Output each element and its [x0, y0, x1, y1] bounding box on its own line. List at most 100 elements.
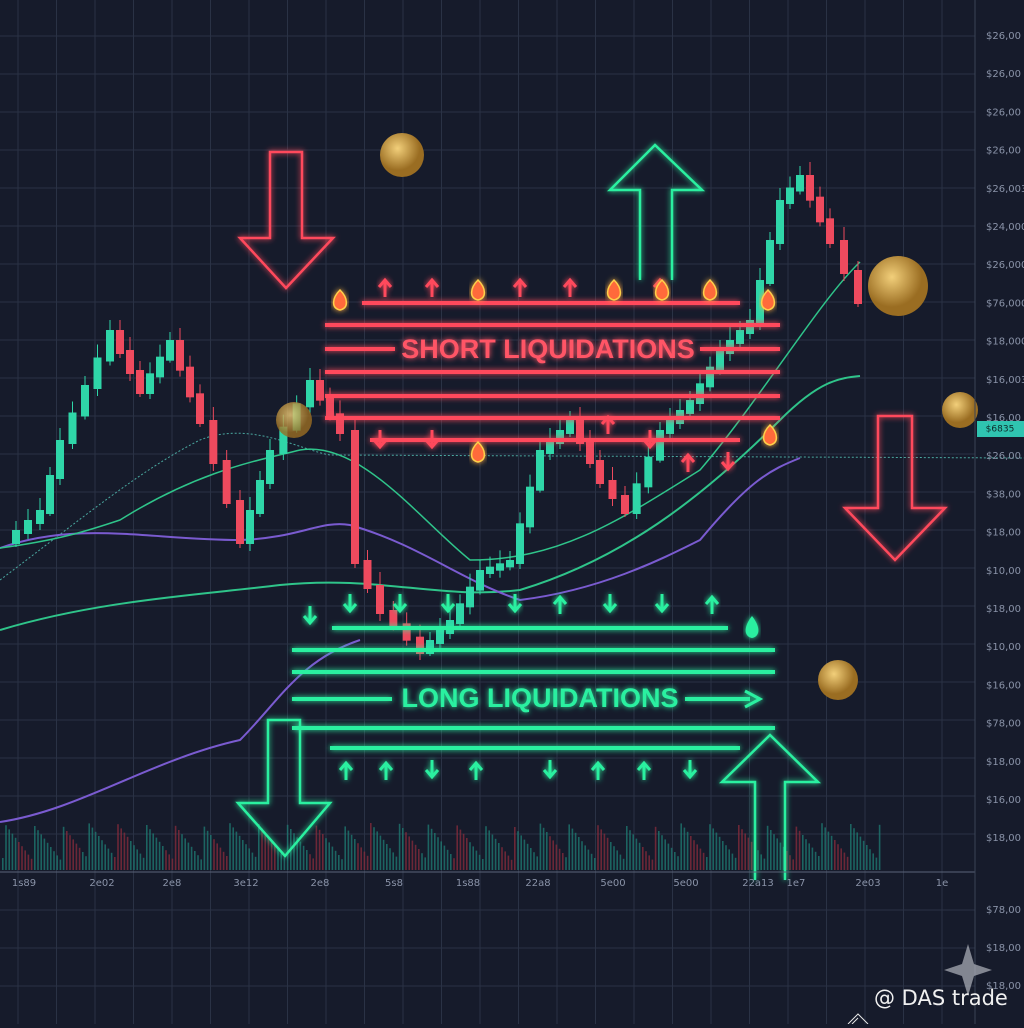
volume-bar	[347, 830, 350, 870]
volume-bar	[581, 841, 583, 870]
volume-bar	[101, 840, 103, 870]
volume-bar	[642, 847, 644, 870]
volume-bar	[370, 823, 372, 870]
volume-bar	[328, 842, 330, 870]
volume-bar	[158, 841, 161, 870]
short-zone: SHORT LIQUIDATIONS	[237, 150, 948, 562]
candle-body	[632, 483, 641, 514]
volume-bar	[862, 840, 865, 870]
volume-bar	[584, 845, 586, 870]
volume-bar	[267, 836, 270, 870]
volume-bar	[626, 826, 628, 870]
volume-bar	[875, 857, 878, 870]
volume-bar	[718, 836, 721, 870]
volume-bar	[827, 831, 830, 870]
candle-body	[436, 630, 444, 644]
volume-bar	[872, 853, 874, 870]
candle-body	[666, 420, 674, 434]
volume-bar	[114, 857, 116, 870]
candle-body	[336, 413, 344, 434]
volume-bar	[318, 829, 321, 870]
long-label: LONG LIQUIDATIONS	[402, 683, 679, 713]
volume-bar	[66, 831, 68, 870]
volume-bar	[274, 845, 276, 870]
volume-bar	[622, 858, 625, 870]
volume-bar	[600, 829, 602, 870]
candle-body	[536, 450, 544, 491]
volume-bar	[184, 838, 186, 870]
volume-bar	[485, 826, 487, 870]
volume-bar	[386, 844, 388, 870]
candle-body	[196, 393, 204, 424]
y-tick-label: $10,00	[986, 566, 1021, 577]
y-tick-label: $24,000	[986, 222, 1024, 233]
volume-bar	[331, 846, 334, 870]
y-tick-label: $18,000	[986, 337, 1024, 348]
volume-bar	[14, 837, 17, 870]
volume-bar	[37, 830, 39, 870]
volume-bar	[30, 858, 33, 870]
candle-body	[136, 370, 144, 394]
candle-body	[236, 500, 244, 544]
y-tick-label: $18,00	[986, 833, 1021, 844]
volume-bar	[552, 840, 554, 870]
small-arrow	[392, 594, 408, 614]
volume-bar	[5, 825, 7, 870]
volume-bar	[133, 845, 135, 870]
candle-body	[186, 366, 194, 398]
x-tick-label: 2e8	[163, 878, 182, 889]
volume-bar	[850, 824, 852, 870]
candle-body	[756, 280, 764, 324]
candle-body	[402, 623, 411, 641]
volume-bar	[222, 851, 225, 870]
y-tick-label: $38,00	[986, 489, 1021, 500]
volume-bar	[453, 858, 455, 870]
candle-body	[46, 475, 54, 514]
volume-bar	[811, 847, 814, 870]
y-tick-label: $18,00	[986, 757, 1021, 768]
volume-bar	[312, 858, 314, 870]
volume-bar	[398, 823, 401, 870]
volume-bar	[203, 826, 206, 870]
right-axis: $26,00 $26,00 $26,00 $26,00 $26,003 $24,000 $2…	[986, 31, 1024, 992]
volume-bar	[286, 824, 289, 870]
candle-body	[426, 640, 434, 654]
volume-bar	[434, 833, 436, 870]
candle-body	[279, 426, 288, 454]
x-tick-label: 22a13	[742, 878, 774, 889]
volume-bar	[178, 830, 180, 870]
candle-body	[363, 560, 372, 589]
volume-bar	[181, 834, 183, 870]
candle-body	[596, 460, 604, 484]
volume-bar	[661, 835, 663, 870]
candle-body	[840, 240, 848, 274]
volume-bar	[146, 825, 148, 870]
volume-bar	[283, 857, 286, 870]
volume-bar	[392, 852, 394, 870]
small-arrow	[562, 277, 578, 297]
candle-body	[776, 200, 784, 244]
volume-bar	[190, 846, 193, 870]
x-tick-label: 22a8	[525, 878, 550, 889]
volume-bar	[750, 841, 753, 870]
volume-bar	[549, 836, 551, 870]
volume-bar	[382, 839, 385, 870]
volume-bar	[853, 828, 855, 870]
volume-bar	[142, 857, 145, 870]
small-arrow	[342, 594, 358, 614]
volume-bar	[363, 851, 366, 870]
x-tick-label: 2e02	[89, 878, 114, 889]
y-tick-label: $16,00	[986, 795, 1021, 806]
watermark: @ DAS trade	[874, 986, 1008, 1010]
candle-body	[12, 530, 20, 544]
volume-bar	[421, 853, 423, 870]
volume-bar	[18, 842, 20, 870]
candle-body	[656, 430, 664, 461]
volume-bar	[411, 840, 414, 870]
volume-bar	[418, 849, 420, 870]
volume-bar	[526, 843, 529, 870]
volume-bar	[690, 836, 692, 870]
candle-body	[766, 240, 774, 284]
volume-bar	[558, 848, 561, 870]
